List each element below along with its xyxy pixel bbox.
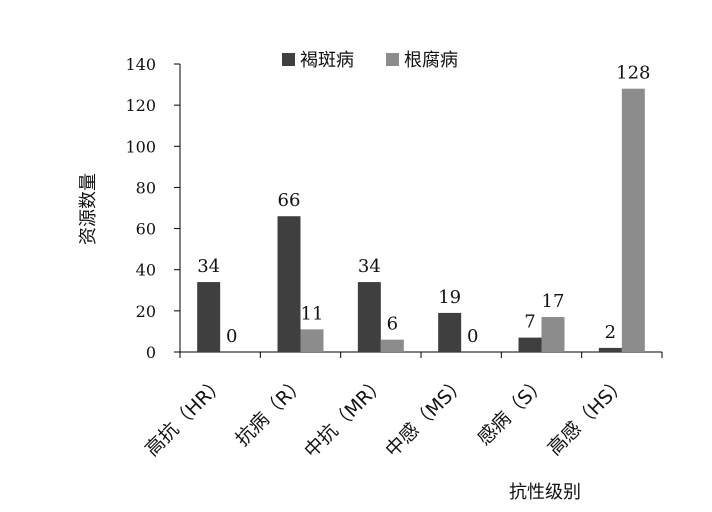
bar-series-2 — [621, 88, 645, 352]
data-label: 34 — [358, 256, 381, 277]
data-label: 11 — [301, 303, 324, 324]
x-tick-label: 中抗（MR） — [300, 372, 390, 462]
data-label: 17 — [542, 291, 565, 312]
bar-series-1 — [438, 312, 462, 352]
y-tick-label: 120 — [125, 96, 156, 115]
y-tick-label: 60 — [136, 220, 156, 239]
bar-series-2 — [380, 339, 404, 352]
bar-series-1 — [518, 337, 542, 352]
x-tick-label: 抗病（R） — [231, 372, 310, 451]
y-axis-title: 资源数量 — [78, 173, 99, 245]
x-tick-label: 高抗（HR） — [141, 372, 230, 461]
x-ticks — [179, 352, 663, 358]
data-label: 19 — [438, 287, 461, 308]
legend: 褐斑病 根腐病 — [282, 50, 458, 71]
legend-swatch-series-2 — [386, 53, 399, 66]
x-axis-title: 抗性级别 — [509, 482, 581, 503]
x-tick-label: 高感（HS） — [543, 372, 631, 460]
y-tick-label: 80 — [136, 178, 156, 197]
legend-swatch-series-1 — [282, 53, 295, 66]
data-label: 7 — [524, 312, 535, 333]
data-labels: 34 0 66 11 34 6 19 0 7 17 2 128 — [197, 63, 650, 347]
y-tick-label: 20 — [136, 302, 156, 321]
data-label: 0 — [467, 326, 478, 347]
y-tick-label: 100 — [125, 137, 156, 156]
bars — [197, 88, 645, 352]
y-tick-label: 0 — [146, 343, 156, 362]
data-label: 34 — [197, 256, 220, 277]
bar-series-1 — [277, 216, 301, 352]
bar-series-2 — [541, 317, 565, 352]
bar-series-2 — [300, 329, 324, 352]
y-tick-label: 40 — [136, 261, 156, 280]
legend-label-series-2: 根腐病 — [404, 50, 458, 71]
data-label: 66 — [278, 190, 301, 211]
legend-label-series-1: 褐斑病 — [300, 50, 354, 71]
x-tick-label: 感病（S） — [473, 372, 551, 450]
data-label: 6 — [387, 314, 398, 335]
bar-series-1 — [357, 282, 381, 352]
data-label: 0 — [226, 326, 237, 347]
category-labels: 高抗（HR） 抗病（R）中抗（MR）中感（MS） 感病（S）高感（HS） — [141, 372, 631, 462]
x-tick-label: 中感（MS） — [381, 372, 470, 461]
bar-series-1 — [197, 282, 221, 352]
y-ticks: 0 20 40 60 80 100 120 140 — [125, 55, 180, 362]
y-tick-label: 140 — [125, 55, 156, 74]
bar-series-1 — [598, 347, 622, 352]
data-label: 128 — [616, 63, 650, 84]
data-label: 2 — [605, 322, 616, 343]
